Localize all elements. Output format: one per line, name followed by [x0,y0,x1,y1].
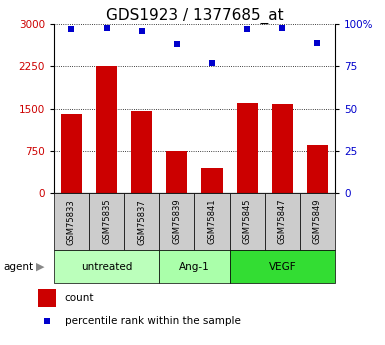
Bar [159,193,194,250]
Text: count: count [65,293,94,303]
Bar [89,193,124,250]
Text: GSM75841: GSM75841 [208,199,216,244]
Text: GSM75845: GSM75845 [243,199,252,244]
Point [139,28,145,34]
Bar [61,114,82,193]
Text: GSM75849: GSM75849 [313,199,322,244]
Point [69,27,75,32]
Text: percentile rank within the sample: percentile rank within the sample [65,316,241,326]
Bar [131,111,152,193]
Bar [159,250,229,283]
Point [209,60,215,66]
Text: GSM75833: GSM75833 [67,199,76,245]
Bar [54,193,89,250]
Text: GSM75835: GSM75835 [102,199,111,245]
Point [279,25,285,30]
Text: agent: agent [4,262,34,272]
Text: Ang-1: Ang-1 [179,262,210,272]
Text: untreated: untreated [81,262,132,272]
Bar [194,193,229,250]
Text: GSM75847: GSM75847 [278,199,287,245]
Point [314,40,320,46]
Point [104,25,110,30]
Bar [272,105,293,193]
Bar [300,193,335,250]
Text: GSM75839: GSM75839 [172,199,181,245]
Bar [201,168,223,193]
Bar [229,250,335,283]
Text: VEGF: VEGF [268,262,296,272]
Text: ▶: ▶ [36,262,45,272]
Bar [124,193,159,250]
Bar [307,145,328,193]
Text: GSM75837: GSM75837 [137,199,146,245]
Bar [236,103,258,193]
Point [44,318,50,324]
Bar [166,151,187,193]
Bar [229,193,265,250]
Bar [38,289,56,306]
Bar [54,250,159,283]
Bar [264,193,300,250]
Point [244,27,250,32]
Title: GDS1923 / 1377685_at: GDS1923 / 1377685_at [105,8,283,24]
Bar [96,66,117,193]
Point [174,42,180,47]
